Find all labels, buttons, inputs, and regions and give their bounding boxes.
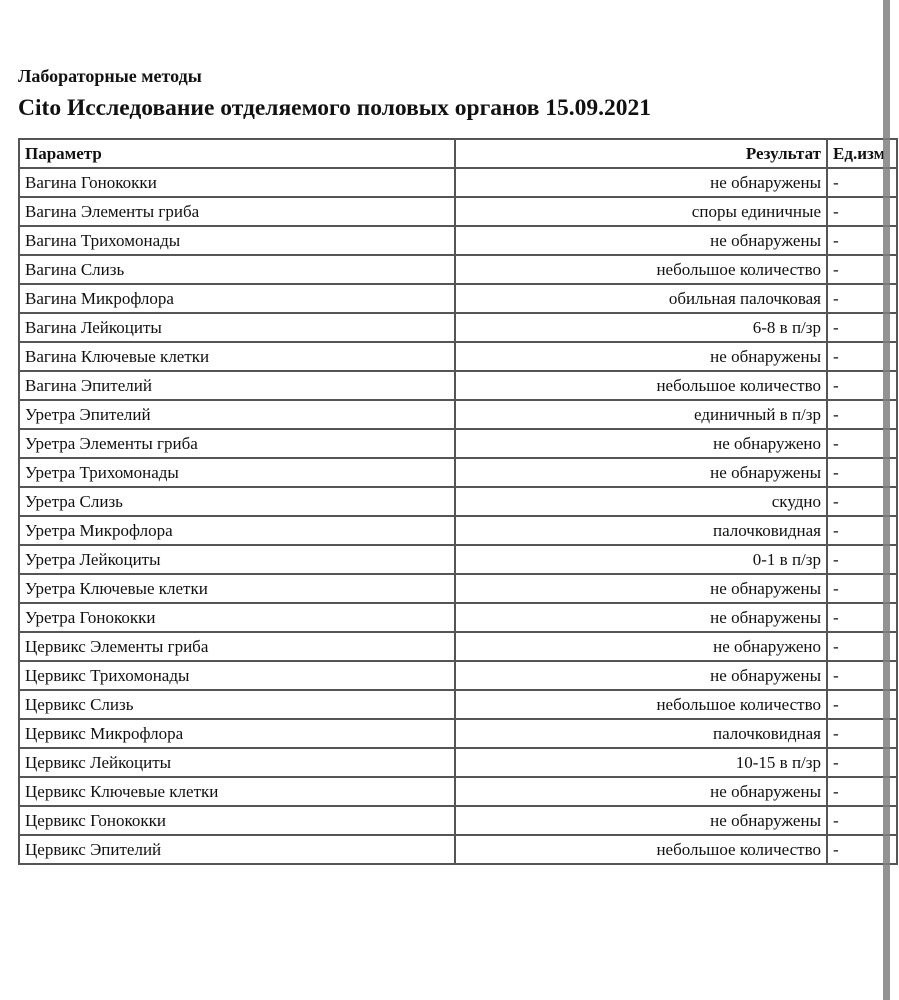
table-row: Вагина Микрофлора обильная палочковая -	[18, 283, 898, 314]
parameter-cell: Цервикс Лейкоциты	[18, 747, 456, 778]
result-cell: не обнаружены	[454, 341, 828, 372]
parameter-cell: Уретра Лейкоциты	[18, 544, 456, 575]
parameter-cell: Уретра Эпителий	[18, 399, 456, 430]
parameter-cell: Вагина Ключевые клетки	[18, 341, 456, 372]
result-cell: единичный в п/зр	[454, 399, 828, 430]
parameter-cell: Цервикс Эпителий	[18, 834, 456, 865]
table-row: Уретра Элементы гриба не обнаружено -	[18, 428, 898, 459]
table-row: Уретра Гонококки не обнаружены -	[18, 602, 898, 633]
table-row: Уретра Эпителий единичный в п/зр -	[18, 399, 898, 430]
parameter-cell: Вагина Микрофлора	[18, 283, 456, 314]
header-result: Результат	[454, 138, 828, 169]
table-row: Цервикс Лейкоциты 10-15 в п/зр -	[18, 747, 898, 778]
parameter-cell: Цервикс Гонококки	[18, 805, 456, 836]
parameter-cell: Вагина Трихомонады	[18, 225, 456, 256]
parameter-cell: Вагина Слизь	[18, 254, 456, 285]
table-row: Цервикс Гонококки не обнаружены -	[18, 805, 898, 836]
table-row: Цервикс Элементы гриба не обнаружено -	[18, 631, 898, 662]
parameter-cell: Вагина Элементы гриба	[18, 196, 456, 227]
parameter-cell: Цервикс Ключевые клетки	[18, 776, 456, 807]
parameter-cell: Цервикс Элементы гриба	[18, 631, 456, 662]
table-row: Уретра Слизь скудно -	[18, 486, 898, 517]
result-cell: небольшое количество	[454, 370, 828, 401]
result-cell: не обнаружены	[454, 602, 828, 633]
result-cell: палочковидная	[454, 515, 828, 546]
result-cell: небольшое количество	[454, 689, 828, 720]
result-cell: 6-8 в п/зр	[454, 312, 828, 343]
parameter-cell: Уретра Элементы гриба	[18, 428, 456, 459]
page-title: Cito Исследование отделяемого половых ор…	[18, 95, 652, 121]
result-cell: не обнаружено	[454, 428, 828, 459]
parameter-cell: Уретра Гонококки	[18, 602, 456, 633]
table-row: Уретра Микрофлора палочковидная -	[18, 515, 898, 546]
table-row: Цервикс Слизь небольшое количество -	[18, 689, 898, 720]
result-cell: не обнаружены	[454, 805, 828, 836]
parameter-cell: Цервикс Слизь	[18, 689, 456, 720]
table-row: Вагина Эпителий небольшое количество -	[18, 370, 898, 401]
result-cell: 10-15 в п/зр	[454, 747, 828, 778]
table-row: Уретра Ключевые клетки не обнаружены -	[18, 573, 898, 604]
result-cell: не обнаружены	[454, 167, 828, 198]
parameter-cell: Уретра Слизь	[18, 486, 456, 517]
result-cell: небольшое количество	[454, 834, 828, 865]
parameter-cell: Вагина Эпителий	[18, 370, 456, 401]
table-row: Уретра Лейкоциты 0-1 в п/зр -	[18, 544, 898, 575]
result-cell: небольшое количество	[454, 254, 828, 285]
parameter-cell: Уретра Ключевые клетки	[18, 573, 456, 604]
result-cell: 0-1 в п/зр	[454, 544, 828, 575]
scrollbar[interactable]	[883, 0, 890, 1000]
table-row: Цервикс Ключевые клетки не обнаружены -	[18, 776, 898, 807]
result-cell: не обнаружены	[454, 660, 828, 691]
result-cell: скудно	[454, 486, 828, 517]
table-row: Цервикс Трихомонады не обнаружены -	[18, 660, 898, 691]
parameter-cell: Уретра Трихомонады	[18, 457, 456, 488]
table-row: Вагина Лейкоциты 6-8 в п/зр -	[18, 312, 898, 343]
result-cell: не обнаружены	[454, 457, 828, 488]
parameter-cell: Уретра Микрофлора	[18, 515, 456, 546]
result-cell: не обнаружены	[454, 573, 828, 604]
results-table: Параметр Результат Ед.изм Вагина Гонокок…	[18, 138, 898, 865]
result-cell: обильная палочковая	[454, 283, 828, 314]
table-row: Вагина Трихомонады не обнаружены -	[18, 225, 898, 256]
section-label: Лабораторные методы	[18, 66, 202, 86]
table-row: Цервикс Микрофлора палочковидная -	[18, 718, 898, 749]
result-cell: не обнаружено	[454, 631, 828, 662]
result-cell: не обнаружены	[454, 225, 828, 256]
table-row: Вагина Элементы гриба споры единичные -	[18, 196, 898, 227]
parameter-cell: Цервикс Трихомонады	[18, 660, 456, 691]
table-row: Вагина Гонококки не обнаружены -	[18, 167, 898, 198]
table-header-row: Параметр Результат Ед.изм	[18, 138, 898, 169]
table-row: Уретра Трихомонады не обнаружены -	[18, 457, 898, 488]
table-row: Цервикс Эпителий небольшое количество -	[18, 834, 898, 865]
result-cell: споры единичные	[454, 196, 828, 227]
table-row: Вагина Слизь небольшое количество -	[18, 254, 898, 285]
parameter-cell: Цервикс Микрофлора	[18, 718, 456, 749]
table-row: Вагина Ключевые клетки не обнаружены -	[18, 341, 898, 372]
result-cell: не обнаружены	[454, 776, 828, 807]
parameter-cell: Вагина Лейкоциты	[18, 312, 456, 343]
parameter-cell: Вагина Гонококки	[18, 167, 456, 198]
header-parameter: Параметр	[18, 138, 456, 169]
result-cell: палочковидная	[454, 718, 828, 749]
